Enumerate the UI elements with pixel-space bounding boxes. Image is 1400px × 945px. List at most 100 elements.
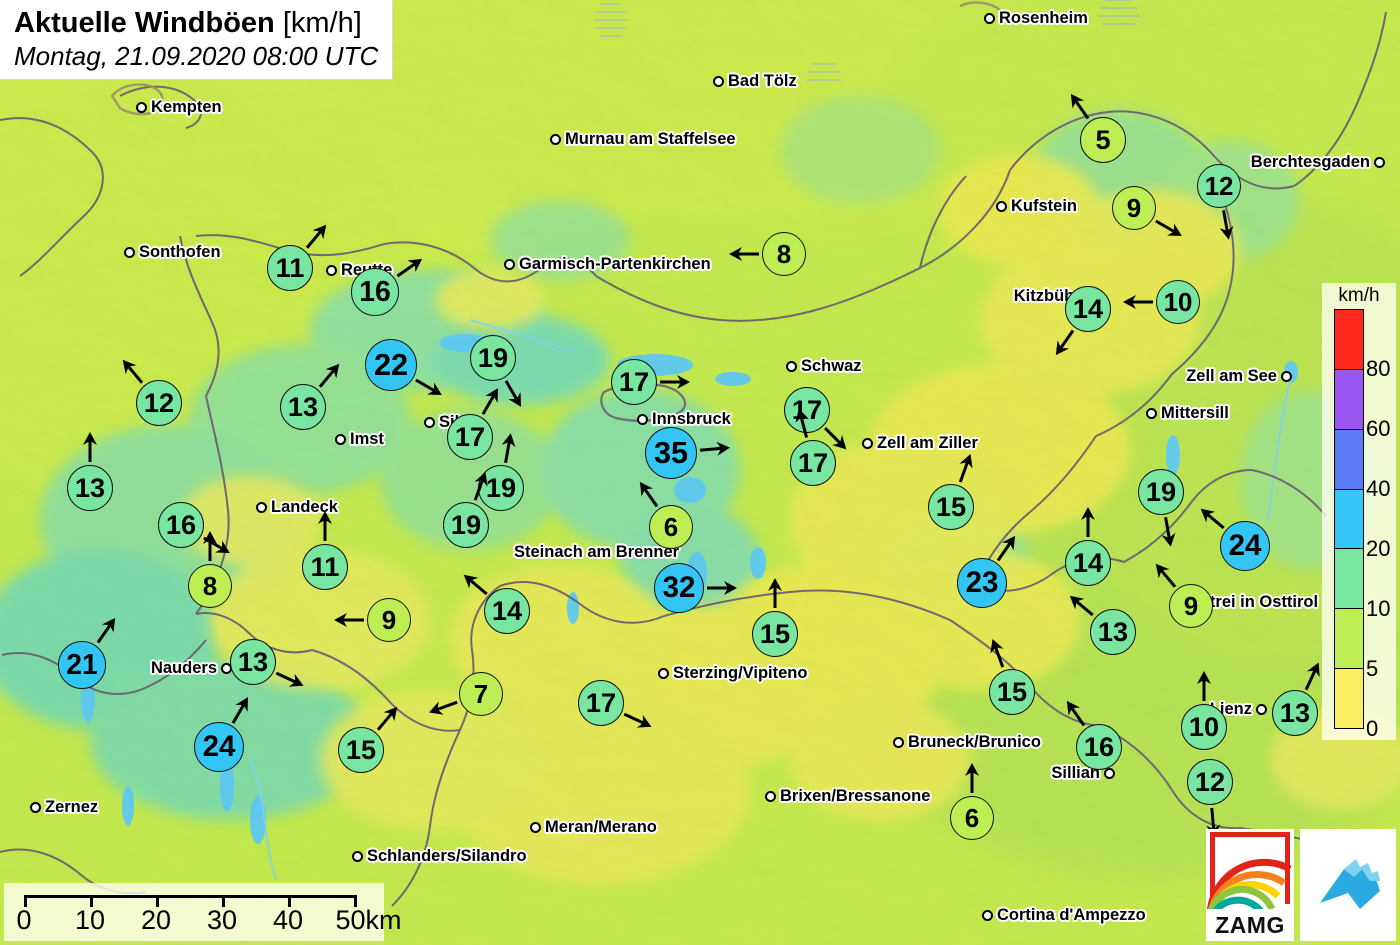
scale-bar-line [24,895,354,898]
city-label: Zell am Ziller [862,434,978,453]
wind-direction-arrow-icon [1184,667,1224,707]
wind-gust-value: 24 [194,722,244,772]
city-marker-icon [984,13,995,24]
city-label: Innsbruck [637,410,731,429]
wind-gust-value: 14 [484,588,530,634]
city-name: Mittersill [1161,404,1229,422]
city-label: Rosenheim [984,9,1088,28]
wind-direction-arrow-icon [359,691,415,747]
city-label: Brixen/Bressanone [765,787,930,806]
wind-direction-arrow-icon [1052,79,1108,135]
wind-gust-value: 8 [188,564,232,608]
zamg-wordmark: ZAMG [1215,912,1285,938]
legend-tick: 0 [1366,716,1379,741]
wind-direction-arrow-icon [485,425,531,471]
wind-direction-arrow-icon [301,348,357,404]
scale-bar: 0 10 20 30 40 50km [4,883,402,941]
city-marker-icon [424,417,435,428]
city-label: Meran/Merano [530,818,657,837]
legend-unit-label: km/h [1338,285,1380,306]
city-marker-icon [30,802,41,813]
city-marker-icon [256,502,267,513]
city-marker-icon [1281,371,1292,382]
city-name: Bruneck/Brunico [908,733,1041,751]
city-label: Sterzing/Vipiteno [658,664,807,683]
scale-tick [156,895,159,907]
wind-gust-value: 10 [1156,280,1200,324]
wind-direction-arrow-icon [448,557,504,613]
city-name: Zell am See [1186,367,1277,385]
wind-gust-value: 32 [654,563,704,613]
wind-direction-arrow-icon [778,400,827,449]
city-name: Imst [350,430,384,448]
legend-tick: 60 [1366,416,1391,441]
city-name: Bad Tölz [728,72,797,90]
city-name: Kempten [151,98,222,116]
city-marker-icon [530,822,541,833]
wind-gust-value: 15 [752,611,798,657]
wind-direction-arrow-icon [213,683,268,738]
city-marker-icon [1374,157,1385,168]
mountain-chevron-icon [1320,859,1380,909]
city-label: Zernez [30,798,98,817]
city-marker-icon [550,134,561,145]
city-name: Kufstein [1011,197,1077,215]
scale-tick [354,895,357,907]
city-name: Sterzing/Vipiteno [673,664,808,682]
city-marker-icon [637,414,648,425]
city-marker-icon [335,434,346,445]
wind-gust-value: 21 [58,641,106,689]
wind-gust-value: 5 [1080,117,1126,163]
wind-direction-arrow-icon [654,362,694,402]
wind-gust-value: 19 [443,502,489,548]
scale-tick [288,895,291,907]
city-marker-icon [996,201,1007,212]
wind-gust-value: 9 [1112,186,1156,230]
geosphere-logo[interactable] [1300,829,1396,941]
city-label: Berchtesgaden [1251,153,1385,172]
wind-direction-arrow-icon [755,574,795,614]
city-label: Bad Tölz [713,72,797,91]
legend-band [1335,369,1363,430]
scale-label: 0 [16,905,32,935]
city-label: Mittersill [1146,404,1229,423]
legend-band [1335,429,1363,490]
city-name: Innsbruck [652,410,731,428]
title-datetime: Montag, 21.09.2020 08:00 UTC [14,41,379,71]
legend-colorbar: km/h 80 60 40 20 10 5 0 [1322,283,1396,740]
wind-direction-arrow-icon [463,375,518,430]
city-marker-icon [862,438,873,449]
wind-direction-arrow-icon [725,234,765,274]
wind-gust-value: 17 [578,680,624,726]
legend-tick-labels: 80 60 40 20 10 5 0 [1366,309,1400,740]
scale-label: 30 [206,905,238,935]
city-marker-icon [1104,768,1115,779]
city-name: Berchtesgaden [1250,153,1370,171]
city-name: Rosenheim [999,9,1088,27]
wind-direction-arrow-icon [621,467,677,523]
wind-direction-arrow-icon [1037,314,1093,370]
wind-gust-value: 8 [762,232,806,276]
wind-gust-value: 22 [365,339,417,391]
wind-gust-value: 14 [1065,286,1111,332]
wind-direction-arrow-icon [978,521,1034,577]
wind-gust-value: 6 [950,796,994,840]
title-unit: [km/h] [282,7,362,39]
wind-direction-arrow-icon [1054,578,1110,634]
city-marker-icon [893,737,904,748]
wind-gust-value: 13 [1272,690,1318,736]
city-marker-icon [124,247,135,258]
city-name: Matrei in Osttirol [1187,593,1319,611]
city-name: Meran/Merano [545,818,657,836]
wind-gust-value: 13 [67,465,113,511]
city-label: Schlanders/Silandro [352,847,527,866]
city-label: Zell am See [1186,367,1292,386]
wind-direction-arrow-icon [1285,650,1338,703]
map-title-box: Aktuelle Windböen [km/h] Montag, 21.09.2… [0,0,394,80]
wind-direction-arrow-icon [701,568,741,608]
zamg-logo[interactable]: ZAMG [1206,829,1294,941]
city-marker-icon [1256,704,1267,715]
page-title: Aktuelle Windböen [km/h] [14,6,378,40]
